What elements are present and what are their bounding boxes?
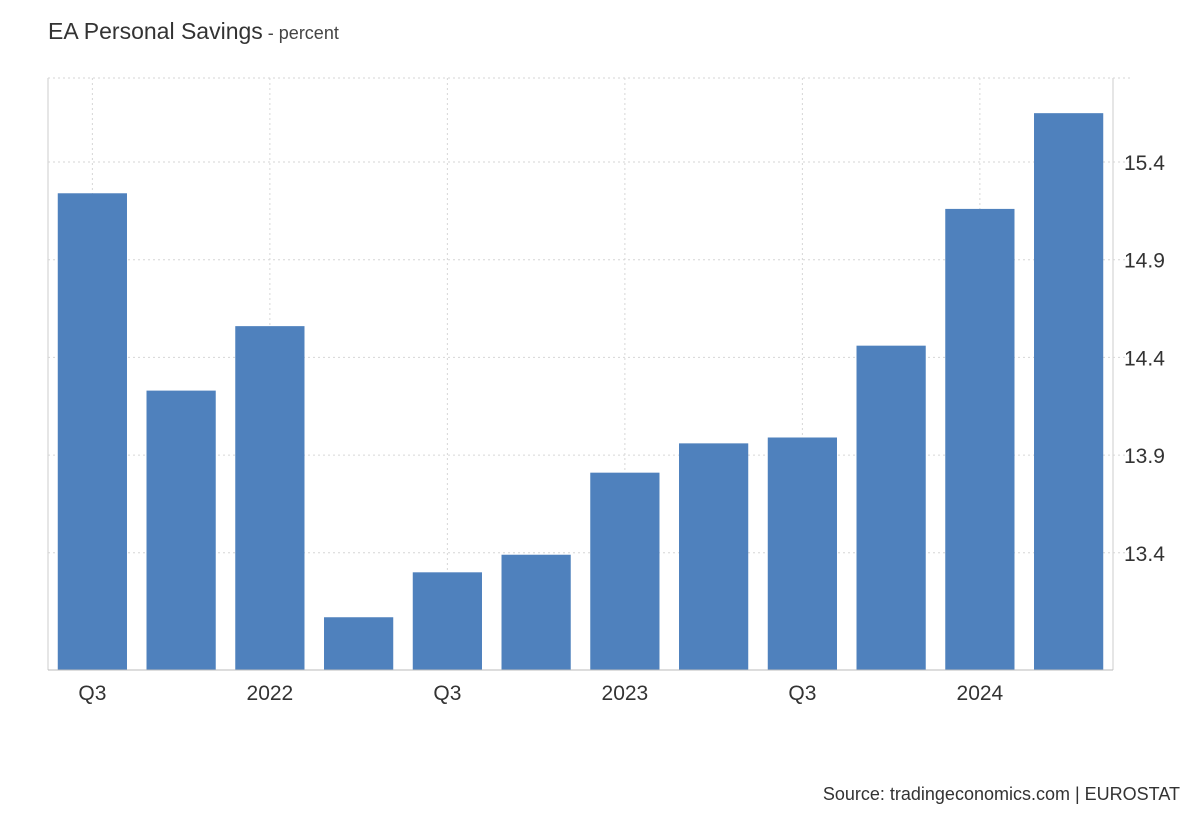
bar: [235, 326, 305, 670]
y-tick-label: 14.4: [1124, 347, 1165, 370]
x-tick-label: Q3: [788, 682, 816, 705]
bar: [590, 472, 660, 670]
chart-unit: - percent: [262, 23, 339, 43]
bar: [856, 345, 926, 670]
y-tick-label: 14.9: [1124, 250, 1165, 273]
y-tick-label: 13.9: [1124, 445, 1165, 468]
x-tick-label: Q3: [78, 682, 106, 705]
source-note: Source: tradingeconomics.com | EUROSTAT: [822, 784, 1180, 804]
x-tick-label: 2023: [602, 682, 649, 705]
bar: [767, 437, 837, 670]
y-tick-label: 13.4: [1124, 543, 1165, 566]
x-tick-label: 2024: [957, 682, 1004, 705]
x-tick-label: 2022: [247, 682, 294, 705]
bar: [1034, 113, 1104, 670]
bar-chart: 13.4 13.9 14.4 14.9 15.4 Q3 2022 Q3 2023 Q3 2024: [47, 77, 1165, 705]
x-tick-label: Q3: [433, 682, 461, 705]
bar: [412, 572, 482, 670]
bar: [57, 193, 127, 670]
bar: [146, 390, 216, 670]
chart-title: EA Personal Savings - percent: [48, 18, 339, 45]
bar: [501, 554, 571, 670]
chart-title-text: EA Personal Savings: [48, 18, 263, 44]
bar: [324, 617, 394, 670]
y-tick-label: 15.4: [1124, 152, 1165, 175]
bar: [945, 208, 1015, 670]
bar: [679, 443, 749, 670]
